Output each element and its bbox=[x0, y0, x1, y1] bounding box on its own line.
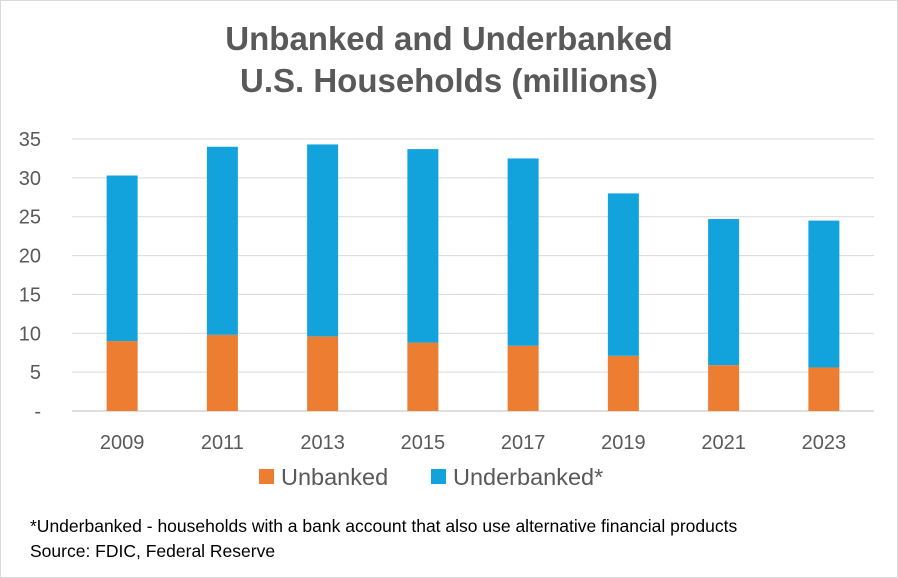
bar-underbanked-2015 bbox=[407, 149, 439, 343]
x-tick-label-2021: 2021 bbox=[701, 432, 746, 454]
bar-underbanked-2017 bbox=[507, 158, 539, 346]
x-tick-label-2009: 2009 bbox=[100, 432, 145, 454]
bar-unbanked-2023 bbox=[808, 367, 840, 411]
bar-unbanked-2019 bbox=[607, 355, 639, 411]
x-tick-label-2015: 2015 bbox=[401, 432, 446, 454]
y-tick-label-10: 10 bbox=[19, 323, 41, 345]
bar-unbanked-2013 bbox=[307, 336, 339, 411]
x-tick-label-2011: 2011 bbox=[201, 432, 244, 454]
legend-swatch-underbanked bbox=[431, 469, 446, 484]
x-tick-label-2023: 2023 bbox=[802, 432, 847, 454]
y-tick-label-30: 30 bbox=[19, 168, 41, 190]
legend-label-underbanked: Underbanked* bbox=[453, 464, 603, 490]
footnotes: *Underbanked - households with a bank ac… bbox=[30, 514, 737, 564]
y-tick-label-35: 35 bbox=[19, 129, 41, 151]
y-tick-label-25: 25 bbox=[19, 207, 41, 229]
bar-unbanked-2011 bbox=[206, 334, 238, 411]
bar-underbanked-2019 bbox=[607, 193, 639, 356]
bar-underbanked-2021 bbox=[708, 219, 740, 366]
footnote-source: Source: FDIC, Federal Reserve bbox=[30, 541, 276, 561]
bar-underbanked-2013 bbox=[307, 144, 339, 337]
bar-underbanked-2011 bbox=[206, 146, 238, 335]
bar-unbanked-2009 bbox=[106, 341, 138, 411]
legend-label-unbanked: Unbanked bbox=[281, 464, 388, 490]
bar-unbanked-2017 bbox=[507, 345, 539, 411]
y-tick-label-0: - bbox=[34, 401, 41, 423]
bar-unbanked-2021 bbox=[708, 365, 740, 411]
y-tick-label-15: 15 bbox=[19, 284, 41, 306]
chart-title-line-2: U.S. Households (millions) bbox=[239, 62, 659, 99]
chart-title: Unbanked and Underbanked U.S. Households… bbox=[0, 18, 898, 102]
footnote-underbanked-definition: *Underbanked - households with a bank ac… bbox=[30, 516, 738, 536]
x-tick-label-2017: 2017 bbox=[501, 432, 546, 454]
x-tick-label-2019: 2019 bbox=[601, 432, 646, 454]
bar-unbanked-2015 bbox=[407, 342, 439, 411]
chart-title-line-1: Unbanked and Underbanked bbox=[225, 20, 673, 57]
legend-swatch-unbanked bbox=[259, 469, 274, 484]
x-tick-label-2013: 2013 bbox=[300, 432, 345, 454]
y-tick-label-20: 20 bbox=[19, 246, 41, 268]
bar-underbanked-2009 bbox=[106, 175, 138, 342]
y-tick-label-5: 5 bbox=[30, 362, 41, 384]
bar-underbanked-2023 bbox=[808, 220, 840, 368]
